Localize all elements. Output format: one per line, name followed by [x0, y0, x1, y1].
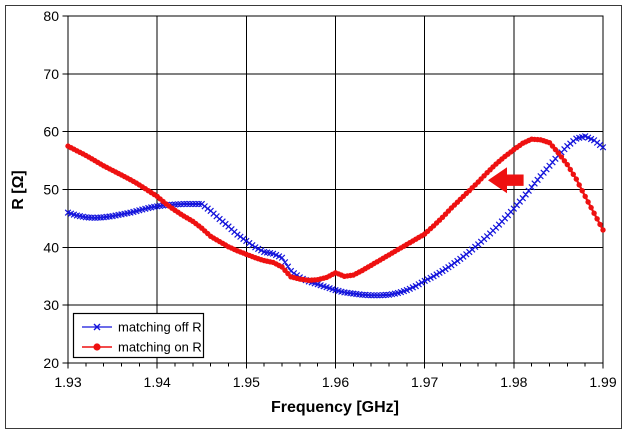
y-tick-label: 40 — [43, 239, 59, 255]
x-tick-label: 1.99 — [589, 374, 616, 390]
circle-marker-matching-on — [564, 161, 570, 168]
y-tick-label: 80 — [43, 8, 59, 24]
legend-item-matching-off: matching off R — [82, 320, 202, 335]
x-tick-label: 1.94 — [144, 374, 171, 390]
x-axis-title: Frequency [GHz] — [271, 399, 399, 416]
tick-labels: 1.93 1.94 1.95 1.96 1.97 1.98 1.99 20 30 40 50 60 70… — [43, 8, 616, 390]
circle-marker-matching-on — [588, 204, 594, 211]
y-tick-label: 20 — [43, 355, 59, 371]
circle-marker-matching-on — [579, 188, 585, 194]
left-arrow-annotation — [488, 167, 524, 194]
legend-label-matching-off: matching off R — [118, 320, 202, 335]
x-tick-label: 1.97 — [411, 374, 438, 390]
circle-marker-matching-on — [555, 150, 562, 156]
legend-item-matching-on: matching on R — [82, 340, 202, 355]
legend-box — [72, 312, 205, 359]
circle-marker-matching-on — [582, 193, 588, 200]
series-matching-off — [64, 133, 607, 299]
x-marker-icon — [93, 323, 101, 331]
x-tick-label: 1.95 — [233, 374, 260, 390]
series-matching-on — [65, 136, 606, 283]
circle-marker-matching-on — [558, 154, 565, 160]
circle-marker-matching-on — [561, 158, 568, 164]
circle-marker-matching-on — [573, 176, 579, 182]
circle-marker-matching-on — [585, 199, 591, 205]
y-tick-label: 70 — [43, 66, 59, 82]
circle-marker-icon — [93, 343, 101, 351]
annotations — [488, 167, 524, 194]
plot-border — [67, 15, 604, 364]
x-tick-label: 1.96 — [322, 374, 349, 390]
y-tick-label: 30 — [43, 297, 59, 313]
legend: matching off R matching on R — [72, 312, 205, 359]
y-tick-label: 60 — [43, 124, 59, 140]
circle-marker-matching-on — [600, 227, 606, 233]
circle-marker-matching-on — [570, 171, 576, 177]
x-tick-label: 1.98 — [500, 374, 527, 390]
circle-marker-matching-on — [552, 146, 559, 153]
y-tick-label: 50 — [43, 182, 59, 198]
x-tick-label: 1.93 — [54, 374, 81, 390]
circle-marker-matching-on — [594, 216, 600, 222]
circle-marker-matching-on — [576, 182, 582, 188]
circle-marker-matching-on — [597, 221, 603, 228]
axis-ticks — [62, 15, 604, 369]
circle-marker-matching-on — [591, 210, 597, 216]
circle-marker-matching-on — [567, 166, 573, 173]
gridlines — [68, 16, 603, 363]
y-axis-title: R [Ω] — [10, 170, 27, 209]
legend-label-matching-on: matching on R — [118, 340, 202, 355]
